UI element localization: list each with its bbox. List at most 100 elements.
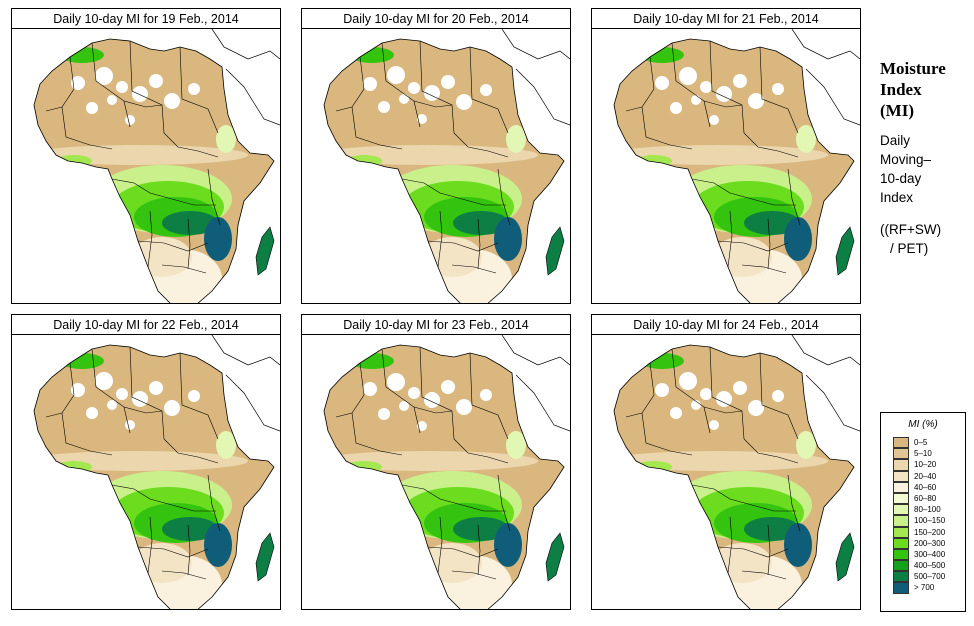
desert-patch: [125, 420, 135, 430]
madagascar: [835, 226, 855, 276]
moisture-layer: [614, 353, 828, 609]
country-border: [641, 412, 693, 456]
legend-label: 150–200: [914, 527, 946, 537]
desert-patch: [709, 420, 719, 430]
panel-title: Daily 10-day MI for 22 Feb., 2014: [12, 315, 280, 335]
map-area: [302, 29, 570, 303]
country-border: [351, 412, 403, 456]
africa-map: [613, 335, 860, 609]
moisture-region: [636, 461, 672, 473]
map-panel-4: Daily 10-day MI for 22 Feb., 2014: [11, 314, 281, 610]
formula-line: ((RF+SW): [880, 222, 942, 237]
legend: MI (%) 0–5 5–10 10–20 20–40 40–60 60–80 …: [880, 412, 966, 612]
country-border: [437, 210, 443, 268]
desert-patch: [441, 75, 455, 89]
legend-swatch: [893, 537, 909, 549]
legend-swatch: [893, 582, 909, 594]
desert-patch: [417, 421, 427, 431]
country-border: [741, 264, 787, 274]
country-border: [187, 524, 191, 576]
coastline-europe: [791, 29, 860, 60]
legend-swatch: [893, 492, 909, 505]
coastline-europe: [501, 29, 570, 60]
country-border: [497, 474, 511, 532]
coastline-arabia: [805, 68, 860, 126]
desert-patch: [378, 101, 390, 113]
desert-patch: [441, 380, 455, 394]
desert-patch: [363, 382, 377, 396]
map-area: [12, 29, 280, 303]
description-line: Index: [880, 190, 914, 205]
country-border: [147, 210, 153, 268]
country-border: [179, 352, 219, 440]
desert-patch: [86, 407, 98, 419]
country-border: [767, 524, 771, 576]
desert-patch: [670, 407, 682, 419]
legend-title: MI (%): [908, 419, 938, 430]
desert-patch: [733, 381, 747, 395]
desert-patch: [363, 77, 377, 91]
moisture-region: [162, 211, 218, 235]
country-border: [641, 106, 693, 150]
desert-patch: [417, 114, 427, 124]
moisture-region: [784, 217, 812, 261]
country-border: [625, 362, 655, 418]
moisture-band: [324, 451, 538, 471]
legend-label: 80–100: [914, 505, 941, 515]
country-border: [497, 168, 511, 226]
desert-patch: [772, 83, 784, 95]
country-border: [469, 352, 509, 440]
legend-item: 400–500: [893, 560, 963, 572]
index-title-line: (MI): [880, 101, 914, 120]
desert-patch: [188, 83, 200, 95]
country-border: [45, 56, 75, 112]
country-border: [709, 40, 745, 134]
country-border: [437, 516, 443, 574]
moisture-region: [216, 125, 236, 153]
panel-title: Daily 10-day MI for 19 Feb., 2014: [12, 9, 280, 29]
madagascar: [255, 532, 275, 582]
legend-item: 5–10: [893, 448, 963, 460]
moisture-region: [204, 523, 232, 567]
country-border: [727, 210, 733, 268]
desert-patch: [387, 373, 405, 391]
moisture-region: [506, 431, 526, 459]
legend-label: 40–60: [914, 482, 937, 492]
coastline-arabia: [515, 374, 570, 432]
country-border: [451, 570, 497, 580]
coastline-arabia: [225, 68, 280, 126]
desert-patch: [733, 74, 747, 88]
moisture-band: [614, 145, 828, 165]
desert-patch: [132, 391, 148, 407]
desert-patch: [670, 102, 682, 114]
coastline-europe: [791, 335, 860, 366]
desert-patch: [748, 400, 764, 416]
legend-item: > 700: [893, 582, 963, 594]
panel-title: Daily 10-day MI for 21 Feb., 2014: [592, 9, 860, 29]
desert-patch: [408, 82, 420, 94]
desert-patch: [95, 67, 113, 85]
moisture-region: [506, 125, 526, 153]
moisture-band: [614, 451, 828, 471]
country-border: [413, 406, 453, 414]
country-border: [671, 348, 711, 434]
moisture-region: [784, 523, 812, 567]
country-border: [453, 132, 509, 158]
country-border: [413, 100, 453, 108]
moisture-region: [796, 125, 816, 153]
map-panel-1: Daily 10-day MI for 19 Feb., 2014: [11, 8, 281, 304]
country-border: [469, 46, 509, 134]
desert-patch: [387, 66, 405, 84]
country-border: [453, 438, 509, 464]
desert-patch: [456, 399, 472, 415]
africa-map: [323, 29, 570, 303]
desert-patch: [107, 400, 117, 410]
country-border: [691, 178, 796, 206]
desert-patch: [149, 74, 163, 88]
country-border: [163, 132, 219, 158]
desert-patch: [424, 85, 440, 101]
moisture-region: [56, 461, 92, 473]
desert-patch: [132, 86, 148, 102]
country-border: [381, 42, 421, 128]
moisture-region: [346, 461, 382, 473]
